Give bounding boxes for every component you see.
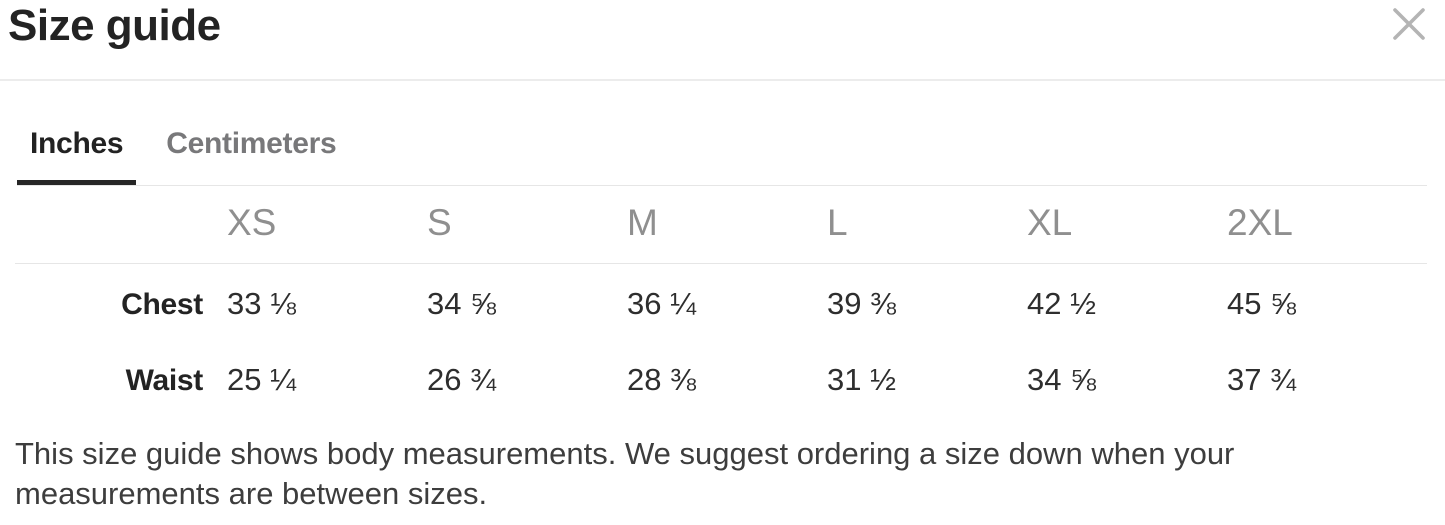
waist-l: 31 ½	[827, 362, 896, 397]
size-col-xl: XL	[1027, 202, 1073, 243]
waist-xl: 34 ⅝	[1027, 362, 1096, 397]
close-icon	[1391, 8, 1427, 45]
chest-l: 39 ⅜	[827, 286, 896, 321]
size-table: XS S M L XL 2XL Chest 33 ⅛ 34 ⅝ 36 ¼ 39 …	[15, 186, 1427, 401]
row-label-waist: Waist	[125, 364, 204, 397]
size-col-2xl: 2XL	[1227, 202, 1293, 243]
close-button[interactable]	[1391, 6, 1427, 42]
chest-s: 34 ⅝	[427, 286, 496, 321]
size-col-xs: XS	[227, 202, 277, 243]
size-col-l: L	[827, 202, 848, 243]
page-title: Size guide	[8, 1, 221, 50]
chest-2xl: 45 ⅝	[1227, 286, 1296, 321]
waist-2xl: 37 ¾	[1227, 362, 1296, 397]
size-col-m: M	[627, 202, 658, 243]
waist-xs: 25 ¼	[227, 362, 296, 397]
modal-header: Size guide	[0, 0, 1445, 81]
size-table-header-row: XS S M L XL 2XL	[15, 186, 1427, 264]
waist-m: 28 ⅜	[627, 362, 696, 397]
measurement-note: This size guide shows body measurements.…	[15, 436, 1235, 511]
table-row-waist: Waist 25 ¼ 26 ¾ 28 ⅜ 31 ½ 34 ⅝ 37 ¾	[15, 325, 1427, 401]
row-label-chest: Chest	[121, 288, 203, 321]
unit-tabs: Inches Centimeters	[17, 121, 1427, 186]
size-col-s: S	[427, 202, 452, 243]
waist-s: 26 ¾	[427, 362, 496, 397]
table-row-chest: Chest 33 ⅛ 34 ⅝ 36 ¼ 39 ⅜ 42 ½ 45 ⅝	[15, 264, 1427, 325]
tab-inches[interactable]: Inches	[17, 121, 137, 185]
chest-xs: 33 ⅛	[227, 286, 296, 321]
chest-xl: 42 ½	[1027, 286, 1096, 321]
chest-m: 36 ¼	[627, 286, 696, 321]
tab-centimeters[interactable]: Centimeters	[153, 121, 349, 185]
